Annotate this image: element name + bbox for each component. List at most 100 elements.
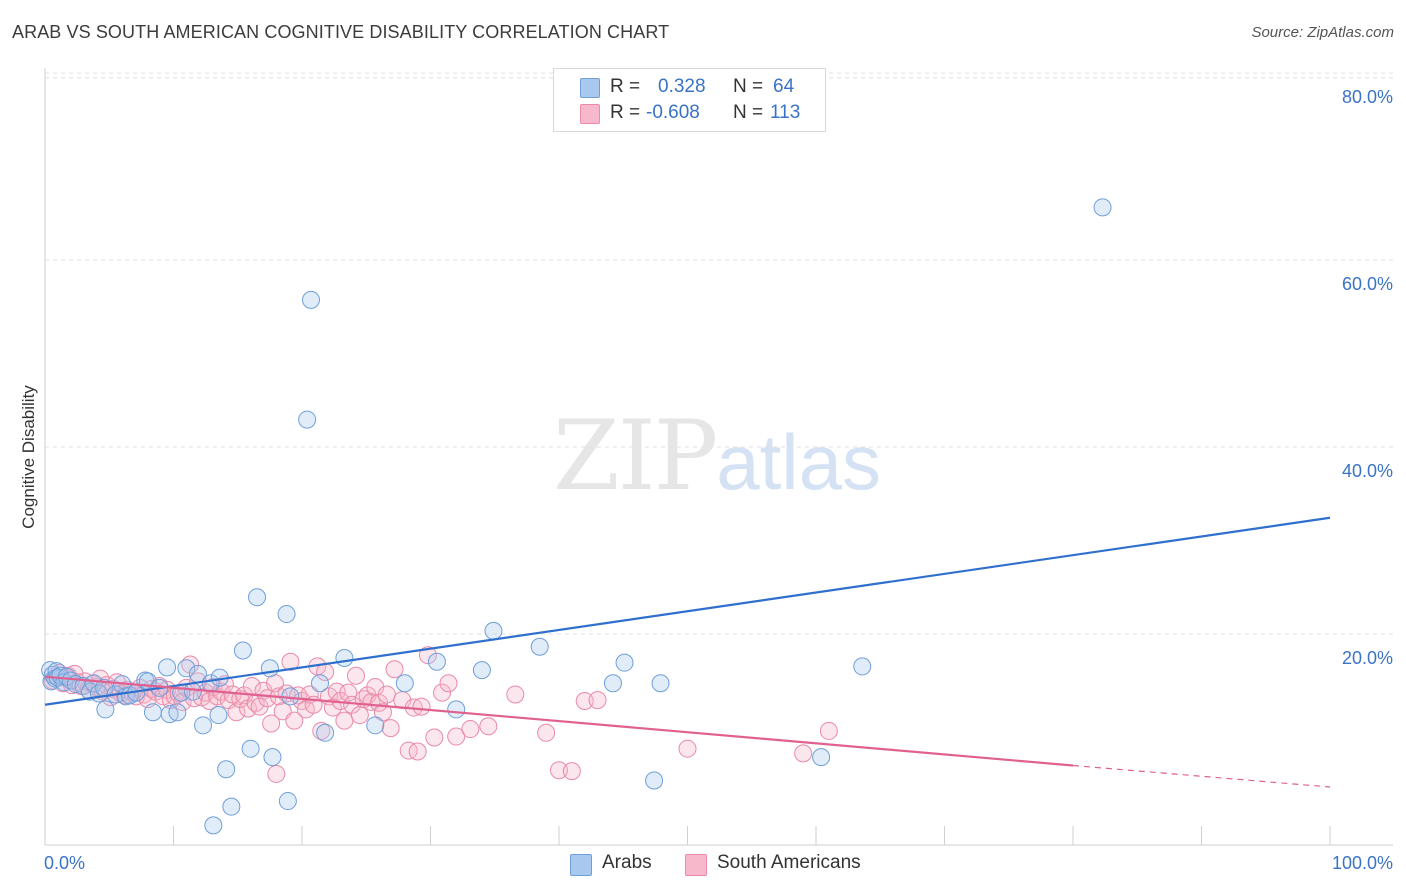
- y-tick-label: 60.0%: [1342, 274, 1393, 294]
- legend-r-label: R =: [610, 102, 641, 123]
- chart-title: ARAB VS SOUTH AMERICAN COGNITIVE DISABIL…: [12, 22, 670, 42]
- arabs-point: [168, 703, 187, 722]
- y-axis-label: Cognitive Disability: [19, 385, 38, 529]
- south-americans-point: [350, 706, 369, 725]
- watermark-zip: ZIP: [553, 400, 718, 512]
- arabs-point: [233, 641, 252, 660]
- south-americans-point: [339, 683, 358, 702]
- arabs-point: [366, 716, 385, 735]
- arabs-point: [603, 674, 622, 693]
- south-americans-point: [506, 685, 525, 704]
- south-americans-point: [550, 761, 568, 780]
- south-americans-point: [425, 728, 444, 747]
- south-americans-point: [418, 646, 437, 665]
- arabs-point: [530, 637, 549, 656]
- arabs-point: [160, 705, 179, 724]
- arabs-point: [222, 797, 241, 816]
- arabs-point: [278, 792, 297, 811]
- arabs-point: [143, 703, 162, 722]
- watermark: ZIPatlas: [553, 400, 881, 512]
- south-americans-point: [588, 691, 607, 710]
- arabs-point: [263, 748, 282, 767]
- legend-n-value: 113: [770, 102, 801, 123]
- arabs-point: [298, 410, 317, 429]
- arabs-point: [177, 659, 196, 678]
- arabs-point: [217, 760, 236, 779]
- south-americans-point: [447, 727, 466, 746]
- bottom-legend-label-south-americans: South Americans: [717, 852, 861, 873]
- south-americans-trend-line: [44, 675, 1074, 767]
- arabs-point: [241, 739, 260, 758]
- south-americans-point: [819, 721, 838, 740]
- arabs-point: [80, 682, 99, 701]
- arabs-point: [158, 658, 177, 677]
- south-americans-point: [537, 723, 556, 742]
- bottom-legend-label-arabs: Arabs: [602, 852, 652, 873]
- south-americans-point: [433, 683, 452, 702]
- arabs-point: [651, 674, 670, 693]
- arabs-point: [310, 674, 329, 693]
- south-americans-point: [412, 697, 431, 716]
- arabs-point: [472, 661, 491, 680]
- south-americans-point: [479, 717, 498, 736]
- source-label: Source: ZipAtlas.com: [1251, 24, 1394, 41]
- south-americans-point: [575, 692, 594, 711]
- south-americans-point: [258, 689, 277, 708]
- south-americans-point: [377, 685, 396, 704]
- south-americans-trend-extension: [1072, 764, 1331, 788]
- legend-swatch-arabs: [580, 78, 600, 98]
- legend-r-value: 0.328: [658, 76, 706, 97]
- x-tick-label: 100.0%: [1332, 853, 1393, 873]
- bottom-legend-swatch-south-americans: [685, 854, 707, 876]
- arabs-point: [1093, 198, 1112, 217]
- south-americans-point: [381, 719, 400, 738]
- legend-r-label: R =: [610, 76, 641, 97]
- south-americans-point: [335, 711, 354, 730]
- south-americans-point: [399, 741, 418, 760]
- south-americans-point: [385, 660, 404, 679]
- legend-swatch-south-americans: [580, 104, 600, 124]
- axes: [44, 68, 1393, 846]
- legend-r-value: -0.608: [646, 102, 700, 123]
- arabs-point: [316, 723, 335, 742]
- grid: [45, 72, 1393, 635]
- watermark-atlas: atlas: [716, 418, 881, 506]
- x-tick-label: 0.0%: [44, 853, 85, 873]
- arabs-point: [183, 682, 202, 701]
- arabs-point: [427, 652, 446, 671]
- south-americans-point: [408, 742, 427, 761]
- south-americans-point: [562, 762, 581, 781]
- arabs-point: [84, 674, 103, 693]
- arabs-point: [853, 657, 872, 676]
- south-americans-point: [293, 692, 311, 711]
- correlation-legend: R = 0.328 N = 64 R = -0.608 N = 113: [553, 68, 826, 132]
- arabs-point: [209, 706, 228, 725]
- south-americans-point: [262, 714, 281, 733]
- arabs-point: [484, 621, 503, 640]
- south-americans-point: [285, 711, 304, 730]
- arabs-points: [41, 198, 1112, 835]
- arabs-point: [204, 816, 223, 835]
- arabs-point: [335, 649, 354, 667]
- legend-n-value: 64: [773, 76, 795, 97]
- arabs-point: [277, 605, 296, 624]
- south-americans-point: [439, 674, 458, 693]
- y-tick-label: 40.0%: [1342, 461, 1393, 481]
- south-americans-point: [678, 739, 697, 758]
- arabs-point: [645, 771, 664, 790]
- south-americans-point: [267, 764, 286, 783]
- trend-lines: [44, 516, 1331, 788]
- legend-n-label: N =: [733, 102, 764, 123]
- y-tick-label: 80.0%: [1342, 87, 1393, 107]
- south-americans-point: [461, 720, 480, 739]
- arabs-point: [96, 700, 115, 719]
- bottom-legend-swatch-arabs: [570, 854, 592, 876]
- axis-labels: 20.0% 40.0% 60.0% 80.0% 0.0% 100.0% Cognitive …: [19, 87, 1393, 873]
- arabs-trend-line: [44, 516, 1331, 706]
- arabs-point: [615, 653, 634, 672]
- y-tick-label: 20.0%: [1342, 648, 1393, 668]
- arabs-point: [194, 716, 213, 735]
- legend-n-label: N =: [733, 76, 764, 97]
- arabs-point: [447, 700, 466, 719]
